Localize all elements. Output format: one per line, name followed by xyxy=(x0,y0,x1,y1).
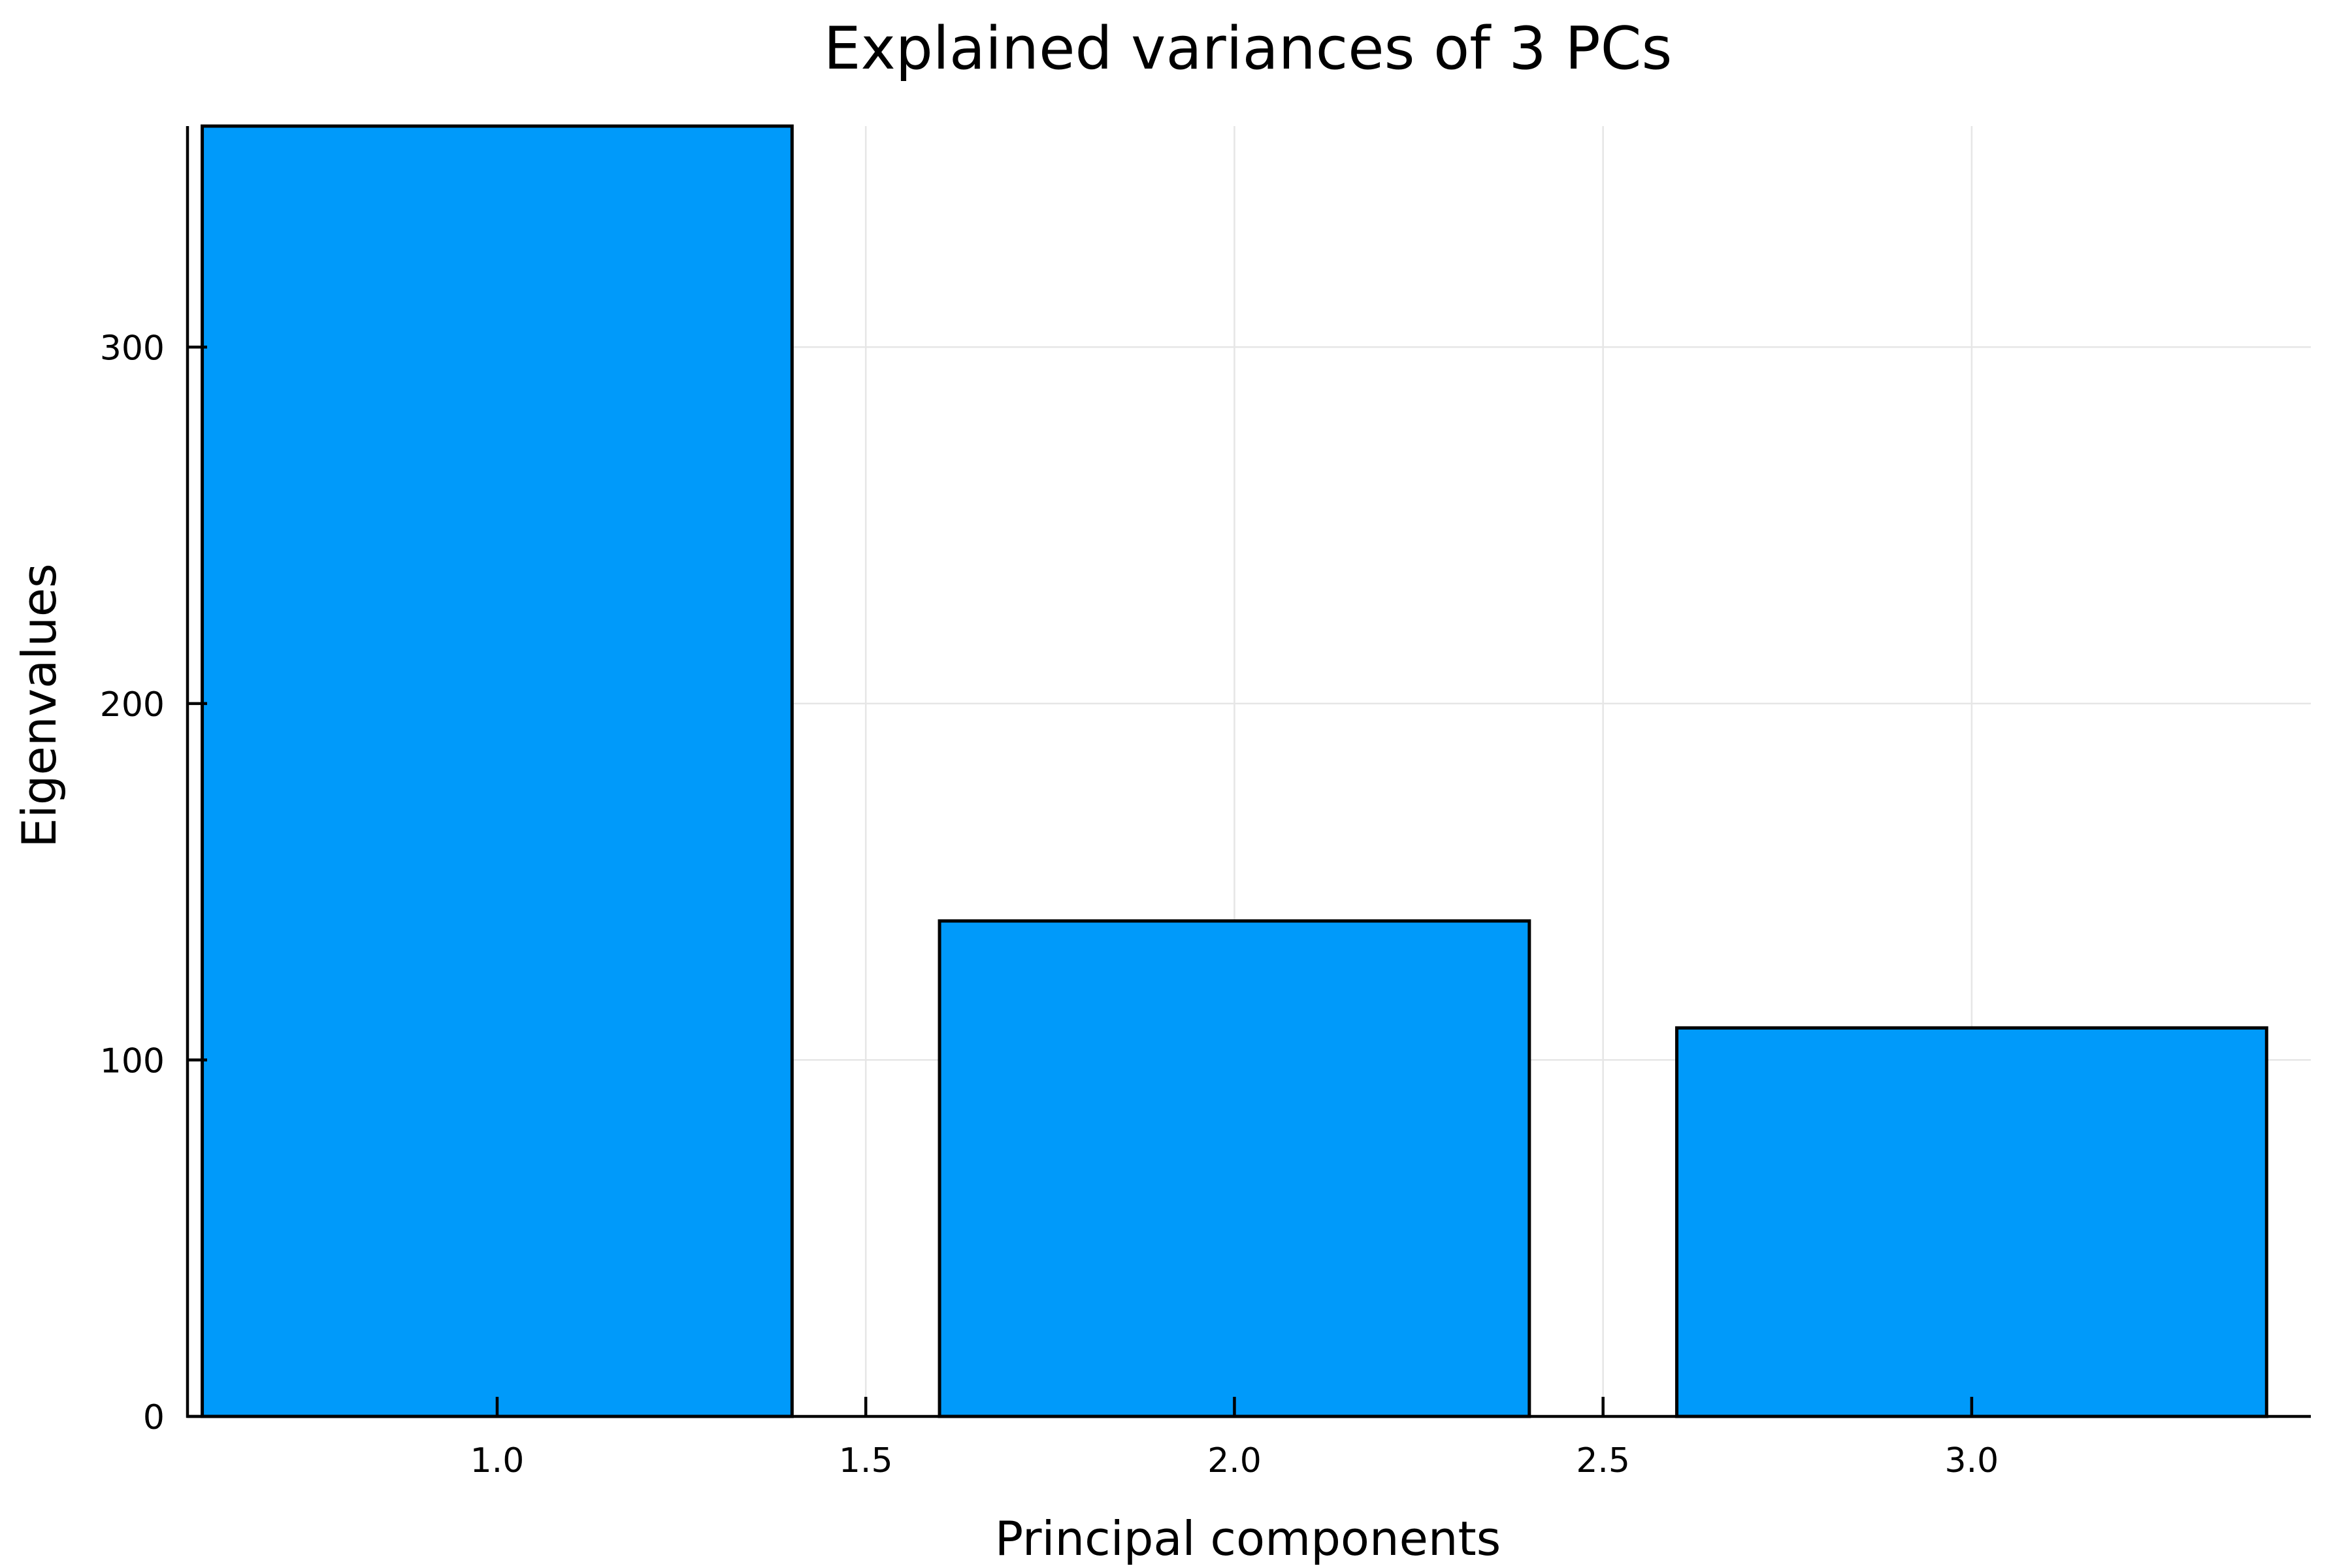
x-tick-label: 3.0 xyxy=(1945,1441,1999,1480)
bar-pc-1 xyxy=(201,124,794,1418)
x-tick-label: 1.0 xyxy=(470,1441,525,1480)
x-tick-label: 1.5 xyxy=(839,1441,893,1480)
tick-labels: 1.0 1.5 2.0 2.5 3.0 0 100 200 300 xyxy=(100,329,1999,1480)
bar-pc-2 xyxy=(938,919,1531,1418)
x-tick-label: 2.0 xyxy=(1207,1441,1262,1480)
y-tick-label: 0 xyxy=(143,1398,165,1437)
chart-title: Explained variances of 3 PCs xyxy=(824,14,1673,83)
y-tick-label: 200 xyxy=(100,685,165,725)
y-tick-label: 100 xyxy=(100,1041,165,1081)
y-tick-label: 300 xyxy=(100,329,165,368)
bars xyxy=(201,124,2268,1418)
axes xyxy=(186,126,2311,1418)
y-axis-title: Eigenvalues xyxy=(12,563,67,847)
x-tick-label: 2.5 xyxy=(1576,1441,1630,1480)
x-axis-title: Principal components xyxy=(995,1511,1501,1566)
bar-pc-3 xyxy=(1675,1026,2268,1418)
